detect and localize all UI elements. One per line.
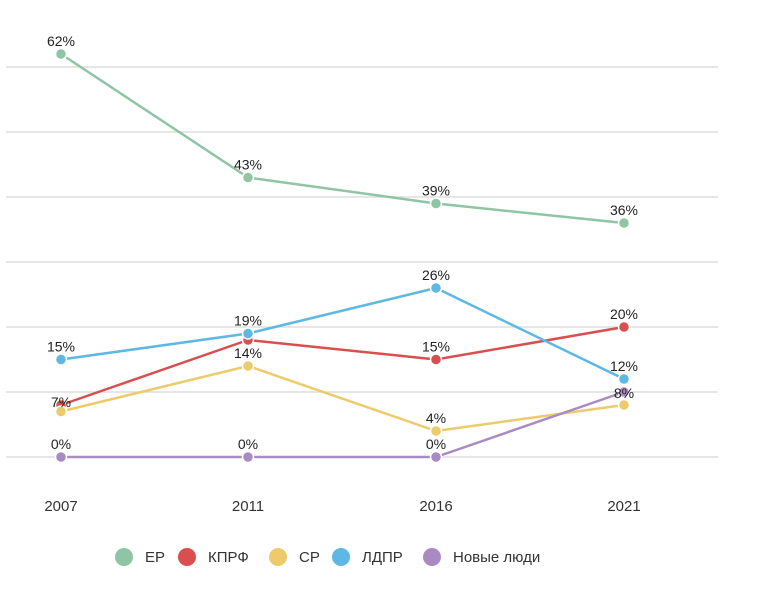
- data-point: [241, 171, 255, 184]
- legend-label: Новые люди: [453, 549, 540, 566]
- grid-lines: [6, 66, 718, 458]
- data-point: [54, 353, 68, 366]
- series-line: [61, 390, 625, 459]
- legend-label: ЛДПР: [362, 549, 403, 566]
- series-line: [60, 325, 625, 407]
- data-point: [617, 216, 631, 230]
- data-point: [241, 450, 255, 464]
- data-point: [429, 197, 443, 210]
- data-label: 39%: [422, 183, 450, 199]
- x-axis: 2007 2011 2016 2021: [44, 498, 640, 515]
- data-point: [241, 359, 255, 373]
- data-point: [617, 372, 631, 386]
- legend-marker: [423, 548, 441, 566]
- data-label: 62%: [47, 33, 75, 49]
- data-label: 0%: [238, 436, 258, 452]
- data-point: [429, 424, 443, 438]
- legend-item[interactable]: КПРФ: [178, 548, 249, 566]
- data-point: [54, 450, 68, 464]
- x-tick-label: 2011: [232, 498, 264, 515]
- legend-marker: [115, 548, 133, 566]
- data-label: 8%: [614, 385, 634, 401]
- series-line: [60, 364, 625, 433]
- data-label: 43%: [234, 157, 262, 173]
- data-label: 0%: [426, 436, 446, 452]
- legend-item[interactable]: Новые люди: [423, 548, 540, 566]
- data-label: 7%: [51, 394, 71, 410]
- data-point: [241, 327, 255, 340]
- data-label: 19%: [234, 313, 262, 329]
- legend-marker: [332, 548, 350, 566]
- data-label: 20%: [610, 306, 638, 322]
- series-line: [60, 286, 625, 381]
- legend: ЕР КПРФ СР ЛДПР Новые люди: [115, 548, 540, 566]
- data-label: 12%: [610, 358, 638, 374]
- data-point: [54, 405, 68, 418]
- legend-label: СР: [299, 549, 320, 566]
- data-point: [429, 353, 443, 366]
- data-label: 0%: [51, 436, 71, 452]
- legend-marker: [178, 548, 196, 566]
- data-label: 15%: [422, 339, 450, 355]
- data-label: 15%: [47, 339, 75, 355]
- data-point: [429, 281, 443, 295]
- legend-marker: [269, 548, 287, 566]
- data-point: [617, 320, 631, 334]
- data-point: [429, 450, 443, 464]
- legend-label: КПРФ: [208, 549, 249, 566]
- data-labels: 62% 43% 39% 36% 7% 15% 20% 14% 4% 8% 15% 19% 26% 12% 0…: [47, 33, 638, 452]
- data-point: [617, 385, 631, 399]
- data-point: [54, 47, 68, 61]
- data-label: 4%: [426, 410, 446, 426]
- data-points: [54, 47, 631, 464]
- data-point: [617, 398, 631, 412]
- data-label: 36%: [610, 202, 638, 218]
- legend-item[interactable]: ЕР: [115, 548, 165, 566]
- x-tick-label: 2021: [607, 498, 640, 515]
- data-label: 14%: [234, 345, 262, 361]
- x-tick-label: 2007: [44, 498, 77, 515]
- legend-item[interactable]: СР: [269, 548, 320, 566]
- legend-label: ЕР: [145, 549, 165, 566]
- legend-item[interactable]: ЛДПР: [332, 548, 403, 566]
- series-lines: [60, 52, 625, 459]
- series-line: [60, 52, 625, 225]
- data-label: 26%: [422, 267, 450, 283]
- x-tick-label: 2016: [419, 498, 452, 515]
